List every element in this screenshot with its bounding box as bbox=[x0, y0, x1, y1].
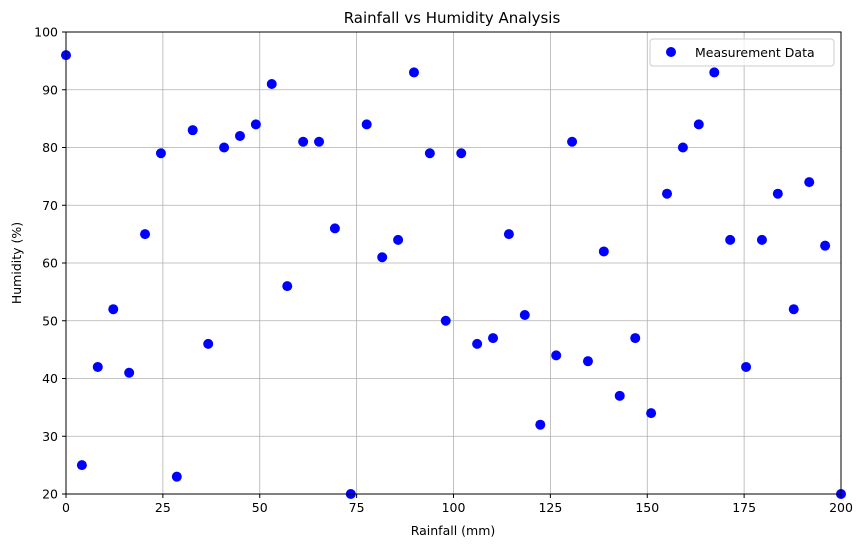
data-point bbox=[582, 356, 593, 367]
grid-lines bbox=[65, 31, 842, 495]
data-point bbox=[92, 361, 103, 372]
data-points bbox=[61, 50, 846, 499]
x-tick-label: 125 bbox=[538, 500, 562, 515]
y-tick-label: 100 bbox=[34, 25, 58, 40]
data-point bbox=[551, 350, 562, 361]
data-point bbox=[488, 333, 499, 344]
y-tick-label: 90 bbox=[42, 82, 58, 97]
y-tick-label: 20 bbox=[42, 487, 58, 502]
legend-box bbox=[649, 38, 835, 67]
data-point bbox=[234, 130, 245, 141]
data-point bbox=[472, 338, 483, 349]
data-point bbox=[535, 419, 546, 430]
y-axis-ticks: 20 30 40 50 60 70 80 90 100 bbox=[34, 25, 66, 502]
data-point bbox=[662, 188, 673, 199]
data-point bbox=[646, 408, 657, 419]
data-point bbox=[772, 188, 783, 199]
data-point bbox=[440, 315, 451, 326]
data-point bbox=[567, 136, 578, 147]
legend-marker bbox=[666, 47, 676, 57]
data-point bbox=[408, 67, 419, 78]
data-point bbox=[187, 125, 198, 136]
data-point bbox=[598, 246, 609, 257]
data-point bbox=[709, 67, 720, 78]
y-tick-label: 30 bbox=[42, 429, 58, 444]
data-point bbox=[76, 460, 87, 471]
data-point bbox=[298, 136, 309, 147]
y-axis-label: Humidity (%) bbox=[9, 222, 24, 304]
data-point bbox=[108, 304, 119, 315]
data-point bbox=[140, 229, 151, 240]
data-point bbox=[266, 78, 277, 89]
data-point bbox=[693, 119, 704, 130]
data-point bbox=[282, 281, 293, 292]
y-tick-label: 70 bbox=[42, 198, 58, 213]
data-point bbox=[788, 304, 799, 315]
y-tick-label: 80 bbox=[42, 140, 58, 155]
x-axis-ticks: 0 25 50 75 100 125 150 175 200 bbox=[62, 494, 853, 515]
data-point bbox=[377, 252, 388, 263]
x-tick-label: 100 bbox=[442, 500, 466, 515]
data-point bbox=[503, 229, 514, 240]
legend: Measurement Data bbox=[649, 38, 835, 67]
x-tick-label: 200 bbox=[829, 500, 853, 515]
data-point bbox=[329, 223, 340, 234]
data-point bbox=[361, 119, 372, 130]
chart-title: Rainfall vs Humidity Analysis bbox=[344, 9, 561, 27]
x-tick-label: 25 bbox=[155, 500, 171, 515]
data-point bbox=[424, 148, 435, 159]
data-point bbox=[456, 148, 467, 159]
x-axis-label: Rainfall (mm) bbox=[411, 523, 496, 538]
data-point bbox=[393, 234, 404, 245]
data-point bbox=[677, 142, 688, 153]
y-tick-label: 60 bbox=[42, 256, 58, 271]
x-tick-label: 50 bbox=[252, 500, 268, 515]
y-tick-label: 40 bbox=[42, 371, 58, 386]
data-point bbox=[155, 148, 166, 159]
data-point bbox=[725, 234, 736, 245]
data-point bbox=[804, 177, 815, 188]
x-tick-label: 75 bbox=[349, 500, 365, 515]
y-tick-label: 50 bbox=[42, 313, 58, 328]
x-tick-label: 175 bbox=[732, 500, 756, 515]
data-point bbox=[171, 471, 182, 482]
data-point bbox=[519, 309, 530, 320]
data-point bbox=[741, 361, 752, 372]
data-point bbox=[314, 136, 325, 147]
x-tick-label: 0 bbox=[62, 500, 70, 515]
data-point bbox=[124, 367, 135, 378]
data-point bbox=[630, 333, 641, 344]
data-point bbox=[820, 240, 831, 251]
data-point bbox=[203, 338, 214, 349]
data-point bbox=[250, 119, 261, 130]
data-point bbox=[756, 234, 767, 245]
x-tick-label: 150 bbox=[635, 500, 659, 515]
legend-label: Measurement Data bbox=[695, 45, 815, 60]
data-point bbox=[219, 142, 230, 153]
data-point bbox=[614, 390, 625, 401]
